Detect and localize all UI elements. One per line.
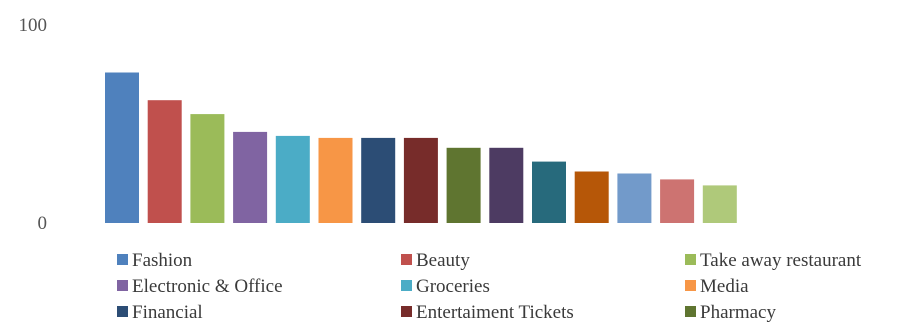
legend-swatch <box>117 280 128 291</box>
bar-groceries <box>275 135 310 223</box>
legend: Fashion Beauty Take away restaurant Electro… <box>117 250 862 323</box>
bar-13 <box>617 173 652 223</box>
legend-label: Groceries <box>416 276 490 297</box>
legend-swatch <box>117 306 128 317</box>
legend-label: Beauty <box>416 250 470 271</box>
bar-14 <box>660 179 695 223</box>
legend-item-pharmacy: Pharmacy <box>685 302 776 323</box>
legend-item-financial: Financial <box>117 302 203 323</box>
legend-item-groceries: Groceries <box>401 276 490 297</box>
bar-electronic-office <box>233 131 268 223</box>
legend-item-entertaiment-tickets: Entertaiment Tickets <box>401 302 574 323</box>
bar-fashion <box>105 72 139 223</box>
legend-swatch <box>401 280 412 291</box>
legend-swatch <box>685 306 696 317</box>
legend-swatch <box>685 280 696 291</box>
legend-item-electronic-office: Electronic & Office <box>117 276 283 297</box>
bar-financial <box>361 137 396 223</box>
bars-group <box>105 72 737 223</box>
bar-12 <box>574 171 609 223</box>
legend-label: Fashion <box>132 250 193 271</box>
legend-label: Financial <box>132 302 203 323</box>
legend-item-take-away-restaurant: Take away restaurant <box>685 250 862 271</box>
bar-15 <box>702 185 737 223</box>
bar-media <box>318 137 353 223</box>
bar-pharmacy <box>446 147 481 223</box>
legend-swatch <box>685 254 696 265</box>
bar-10 <box>489 147 524 223</box>
legend-label: Electronic & Office <box>132 276 283 297</box>
legend-label: Pharmacy <box>700 302 776 323</box>
y-tick-label: 0 <box>38 213 48 234</box>
legend-swatch <box>117 254 128 265</box>
legend-item-beauty: Beauty <box>401 250 470 271</box>
legend-swatch <box>401 254 412 265</box>
bar-take-away-restaurant <box>190 114 225 223</box>
legend-item-fashion: Fashion <box>117 250 193 271</box>
legend-item-media: Media <box>685 276 749 297</box>
y-axis: 100 0 <box>19 15 48 234</box>
legend-swatch <box>401 306 412 317</box>
y-tick-label: 100 <box>19 15 48 36</box>
bar-beauty <box>147 100 182 223</box>
bar-11 <box>532 161 566 223</box>
legend-label: Media <box>700 276 749 297</box>
bar-entertaiment-tickets <box>403 137 438 223</box>
legend-label: Take away restaurant <box>700 250 862 271</box>
legend-label: Entertaiment Tickets <box>416 302 574 323</box>
